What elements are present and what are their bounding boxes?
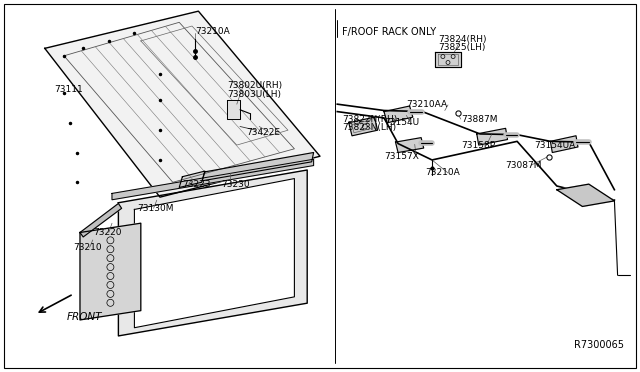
Polygon shape <box>112 159 314 200</box>
Polygon shape <box>179 171 205 187</box>
Polygon shape <box>80 223 141 320</box>
Text: 73154UA: 73154UA <box>534 141 575 150</box>
Text: 73087M: 73087M <box>506 161 542 170</box>
Text: 73210A: 73210A <box>195 27 230 36</box>
Text: 73220: 73220 <box>93 228 122 237</box>
Text: R7300065: R7300065 <box>574 340 624 350</box>
Polygon shape <box>349 117 378 136</box>
Polygon shape <box>477 128 508 145</box>
Text: 73822N(RH): 73822N(RH) <box>342 115 397 124</box>
Text: 73210A: 73210A <box>426 169 460 177</box>
Text: 73154U: 73154U <box>384 118 419 126</box>
Text: 73230: 73230 <box>221 180 250 189</box>
Text: F/ROOF RACK ONLY: F/ROOF RACK ONLY <box>342 27 436 36</box>
Polygon shape <box>384 106 413 123</box>
Polygon shape <box>45 11 320 197</box>
Polygon shape <box>80 203 122 237</box>
Polygon shape <box>227 100 240 119</box>
Text: 73802U(RH): 73802U(RH) <box>227 81 282 90</box>
Text: 73825(LH): 73825(LH) <box>438 43 486 52</box>
Text: 73111: 73111 <box>54 85 83 94</box>
Polygon shape <box>118 170 307 336</box>
Text: 73422E: 73422E <box>246 128 280 137</box>
Text: 73887M: 73887M <box>461 115 497 124</box>
Polygon shape <box>134 179 294 328</box>
Polygon shape <box>435 52 461 67</box>
Text: 73824(RH): 73824(RH) <box>438 35 487 44</box>
Text: 73223: 73223 <box>182 180 211 189</box>
Text: 73803U(LH): 73803U(LH) <box>227 90 281 99</box>
Polygon shape <box>202 153 314 181</box>
Text: 73210AA: 73210AA <box>406 100 447 109</box>
Text: 73157X: 73157X <box>384 152 419 161</box>
Text: FRONT: FRONT <box>67 312 102 322</box>
Text: 73130M: 73130M <box>138 204 174 213</box>
Polygon shape <box>557 184 614 206</box>
Polygon shape <box>550 136 578 153</box>
Text: 73158P: 73158P <box>461 141 495 150</box>
Polygon shape <box>396 138 424 153</box>
Text: 73823N(LH): 73823N(LH) <box>342 123 397 132</box>
Text: 73210: 73210 <box>74 243 102 252</box>
